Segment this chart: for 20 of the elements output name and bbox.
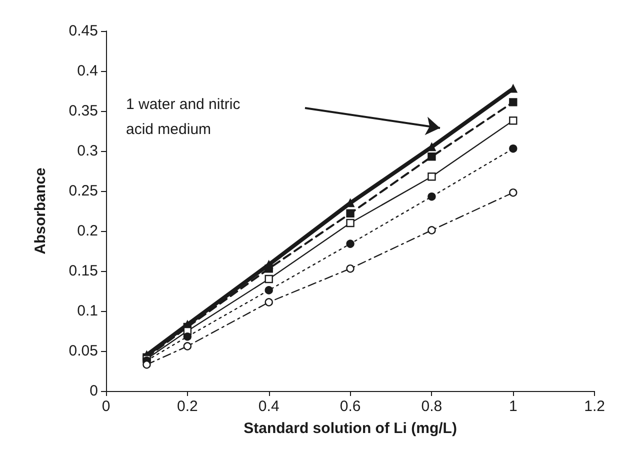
x-tick-label: 0.8 — [421, 398, 442, 415]
x-tick-label: 1.2 — [584, 398, 606, 415]
y-tick-label: 0.4 — [77, 62, 98, 80]
y-tick-label: 0.2 — [77, 222, 98, 240]
y-tick-label: 0.3 — [77, 142, 98, 160]
y-tick-label: 0.1 — [77, 302, 98, 320]
x-tick-label: 0.4 — [258, 398, 280, 415]
x-tick-label: 0.2 — [177, 398, 198, 415]
y-tick-label: 0.05 — [68, 342, 98, 360]
y-tick-label: 0.35 — [68, 102, 98, 120]
x-tick-label: 0 — [102, 398, 110, 415]
y-tick-label: 0.15 — [68, 262, 98, 280]
y-axis-title: Absorbance — [32, 168, 49, 254]
y-tick-label: 0.25 — [68, 182, 98, 200]
x-tick-label: 1 — [508, 398, 518, 415]
y-tick-label: 0 — [90, 382, 98, 400]
annotation: 1 water and nitric acid medium — [126, 96, 244, 138]
y-tick-label: 0.45 — [68, 22, 98, 40]
x-tick-label: 0.6 — [340, 398, 361, 415]
x-axis-title: Standard solution of Li (mg/L) — [244, 420, 457, 437]
